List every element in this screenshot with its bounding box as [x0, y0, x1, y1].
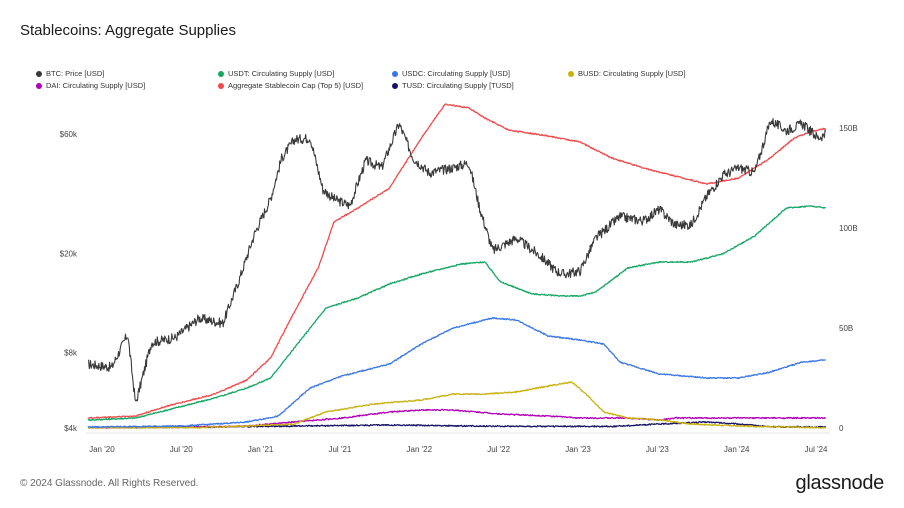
legend-dot-icon: [218, 82, 224, 89]
series-line: [87, 205, 826, 422]
legend-label: USDC: Circulating Supply [USD]: [402, 69, 510, 78]
legend-item[interactable]: BUSD: Circulating Supply [USD]: [568, 69, 686, 78]
x-tick-label: Jan '21: [248, 445, 274, 454]
legend-label: BTC: Price [USD]: [46, 69, 105, 78]
legend-dot-icon: [392, 70, 398, 77]
legend-dot-icon: [568, 70, 574, 77]
series-line: [87, 117, 827, 402]
x-tick-label: Jul '21: [328, 445, 351, 454]
legend-item[interactable]: BTC: Price [USD]: [36, 69, 104, 78]
x-tick-label: Jul '24: [805, 445, 828, 454]
legend-item[interactable]: USDC: Circulating Supply [USD]: [392, 69, 510, 78]
y-right-tick-label: 50B: [839, 324, 853, 333]
legend-item[interactable]: Aggregate Stablecoin Cap (Top 5) [USD]: [218, 81, 363, 90]
legend-label: DAI: Circulating Supply [USD]: [46, 81, 146, 90]
glassnode-logo: glassnode: [795, 472, 885, 494]
legend-label: BUSD: Circulating Supply [USD]: [578, 69, 686, 78]
legend-dot-icon: [36, 82, 42, 89]
y-right-tick-label: 150B: [839, 124, 858, 133]
chart-area: Jan '20 Jul '20 Jan '21 Jul '21 Jan '22 Jul '…: [60, 103, 858, 454]
x-tick-label: Jan '23: [565, 445, 591, 454]
x-tick-label: Jan '24: [724, 445, 750, 454]
x-tick-label: Jul '20: [170, 445, 193, 454]
copyright-text: © 2024 Glassnode. All Rights Reserved.: [20, 478, 199, 489]
legend-item[interactable]: USDT: Circulating Supply [USD]: [218, 69, 334, 78]
legend-label: Aggregate Stablecoin Cap (Top 5) [USD]: [228, 81, 364, 90]
legend-item[interactable]: DAI: Circulating Supply [USD]: [36, 81, 145, 90]
series-line: [87, 103, 827, 419]
legend-dot-icon: [218, 70, 224, 77]
y-right-tick-label: 100B: [839, 224, 858, 233]
series-line: [87, 316, 826, 429]
y-left-tick-label: $4k: [64, 424, 78, 433]
y-left-tick-label: $20k: [60, 249, 78, 258]
x-tick-label: Jan '20: [89, 445, 115, 454]
legend-label: TUSD: Circulating Supply [TUSD]: [402, 81, 514, 90]
legend-item[interactable]: TUSD: Circulating Supply [TUSD]: [392, 81, 514, 90]
page-title: Stablecoins: Aggregate Supplies: [20, 22, 236, 39]
legend-dot-icon: [36, 70, 42, 77]
y-right-tick-label: 0: [839, 424, 844, 433]
legend-dot-icon: [392, 82, 398, 89]
x-tick-label: Jul '22: [487, 445, 510, 454]
x-tick-label: Jan '22: [407, 445, 433, 454]
y-left-tick-label: $60k: [60, 130, 78, 139]
legend-label: USDT: Circulating Supply [USD]: [228, 69, 335, 78]
y-left-tick-label: $8k: [64, 349, 78, 358]
series-line: [87, 381, 826, 429]
x-tick-label: Jul '23: [646, 445, 669, 454]
